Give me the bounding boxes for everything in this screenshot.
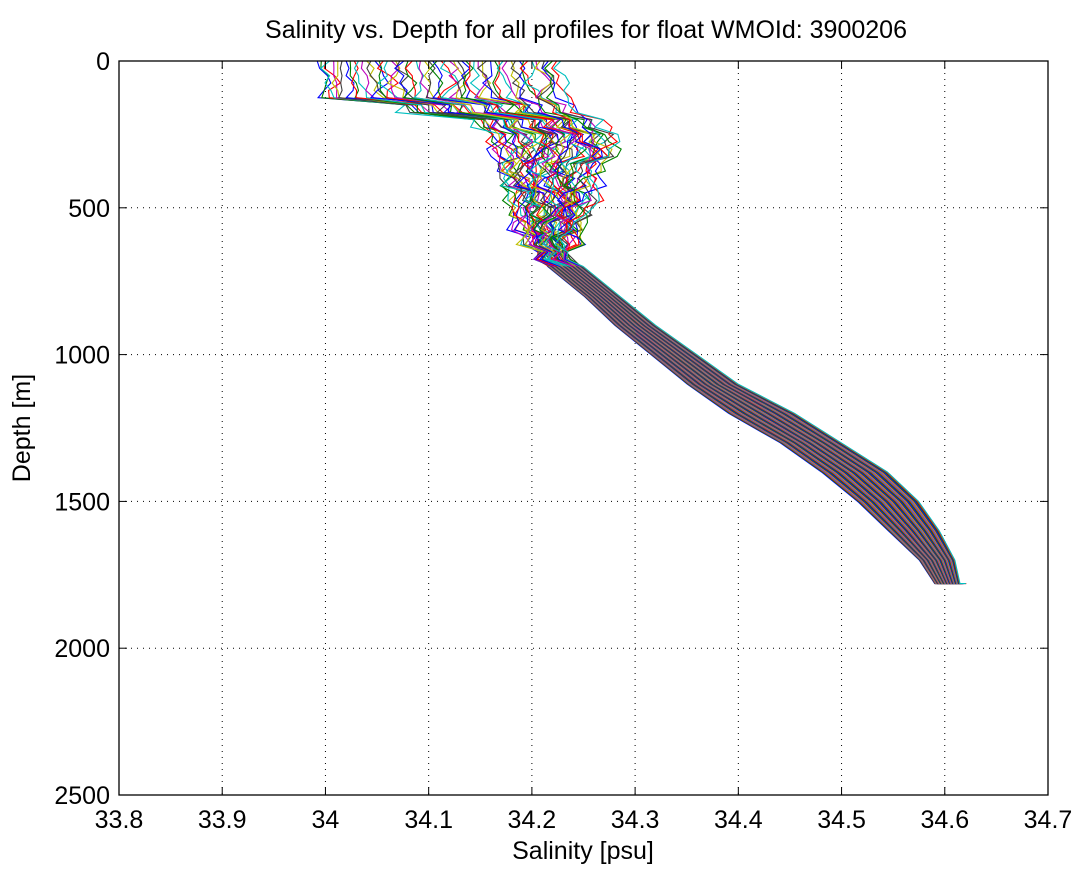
profile-line xyxy=(469,60,955,585)
profile-line xyxy=(510,60,961,585)
x-tick-label: 33.8 xyxy=(95,806,144,834)
profile-line xyxy=(518,60,964,585)
profile-line xyxy=(432,60,954,585)
profile-line xyxy=(464,60,958,585)
profile-line xyxy=(423,60,953,585)
axis-ticks: 33.8 33.9 34 34.1 34.2 34.3 34.4 34.5 34.6 34.7 0 5… xyxy=(54,48,1072,834)
profile-line xyxy=(402,60,952,585)
profile-line xyxy=(333,60,941,585)
y-tick-label: 0 xyxy=(96,48,110,76)
profile-line xyxy=(519,60,963,585)
profile-line xyxy=(390,60,950,585)
x-tick-label: 34.5 xyxy=(817,806,866,834)
y-tick-label: 1000 xyxy=(54,342,110,370)
x-tick-label: 34.2 xyxy=(508,806,557,834)
profile-line xyxy=(378,60,948,585)
x-tick-label: 34.6 xyxy=(920,806,969,834)
profile-line xyxy=(550,60,967,585)
y-axis-label: Depth [m] xyxy=(8,374,36,482)
y-tick-label: 2500 xyxy=(54,782,110,810)
profile-line xyxy=(544,60,962,585)
y-tick-label: 2000 xyxy=(54,635,110,663)
profile-line xyxy=(552,60,966,585)
profile-line xyxy=(501,60,962,585)
profile-line xyxy=(533,60,962,585)
profile-lines xyxy=(316,60,967,585)
y-tick-label: 1500 xyxy=(54,488,110,516)
profile-line xyxy=(535,60,960,585)
chart-title: Salinity vs. Depth for all profiles for … xyxy=(265,16,907,44)
x-axis-label: Salinity [psu] xyxy=(512,837,654,865)
x-tick-label: 34 xyxy=(312,806,340,834)
profile-line xyxy=(460,60,958,585)
x-tick-label: 34.1 xyxy=(404,806,453,834)
profile-line xyxy=(536,60,964,585)
profile-line xyxy=(522,60,960,585)
x-tick-label: 34.4 xyxy=(714,806,763,834)
x-tick-label: 34.3 xyxy=(611,806,660,834)
profile-line xyxy=(394,60,949,585)
profile-line xyxy=(541,60,964,585)
y-tick-label: 500 xyxy=(68,195,110,223)
x-tick-label: 34.7 xyxy=(1024,806,1073,834)
plot-frame xyxy=(118,60,1049,796)
x-tick-label: 33.9 xyxy=(198,806,247,834)
